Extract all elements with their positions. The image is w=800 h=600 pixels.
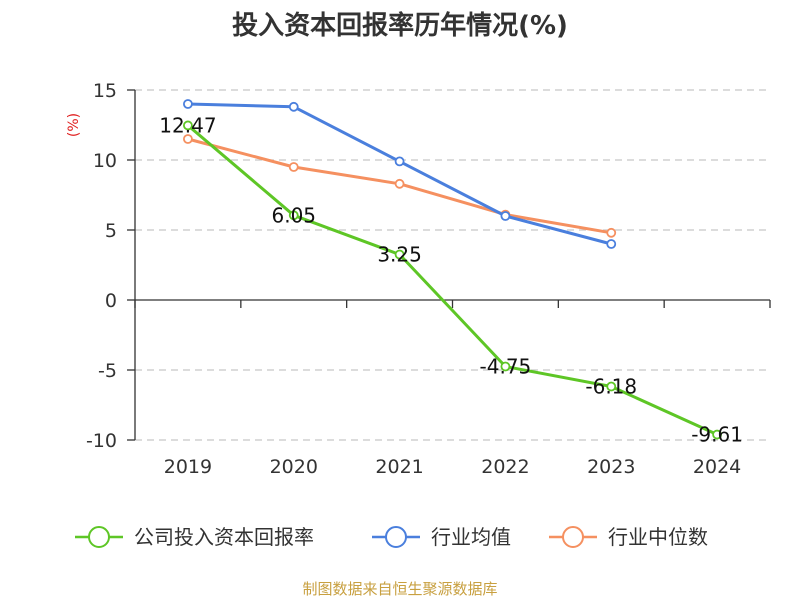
x-tick-label: 2022: [481, 456, 529, 478]
data-label: -9.61: [691, 423, 743, 447]
chart-title: 投入资本回报率历年情况(%): [232, 10, 568, 41]
legend-label: 行业中位数: [608, 525, 708, 549]
data-point: [712, 429, 722, 440]
grid-lines: [135, 89, 770, 441]
x-tick-label: 2024: [693, 456, 741, 478]
data-label: -4.75: [480, 355, 532, 379]
data-label: -6.18: [585, 375, 637, 399]
legend-label: 行业均值: [431, 525, 511, 549]
legend-marker: [385, 526, 407, 548]
data-label: 6.05: [271, 203, 316, 227]
data-point: [500, 211, 511, 221]
y-tick-labels: 15 10 5 0 -5 -10: [86, 80, 117, 452]
legend-marker: [562, 526, 584, 548]
data-point: [394, 178, 405, 189]
data-point: [288, 162, 299, 172]
x-tick-label: 2021: [375, 456, 423, 478]
x-tick-label: 2019: [164, 456, 212, 478]
source-note: 制图数据来自恒生聚源数据库: [302, 580, 497, 598]
axes: [127, 89, 771, 441]
x-tick-label: 2023: [587, 456, 635, 478]
data-point: [500, 361, 511, 372]
series-line: [186, 124, 718, 436]
legend: 公司投入资本回报率 行业均值 行业中位数: [75, 525, 708, 549]
data-label: 3.25: [377, 243, 422, 267]
legend-marker: [88, 526, 110, 548]
y-tick-label: -5: [98, 360, 117, 382]
data-point: [183, 120, 193, 131]
data-point: [606, 227, 617, 238]
y-tick-label: 0: [105, 290, 117, 312]
data-point: [394, 156, 405, 167]
data-labels: 12.47 6.05 3.25 -4.75 -6.18 -9.61: [159, 113, 743, 446]
y-tick-label: -10: [86, 430, 117, 452]
y-tick-label: 15: [93, 80, 117, 102]
series: [183, 99, 722, 440]
x-tick-labels: 2019 2020 2021 2022 2023 2024: [164, 456, 742, 478]
data-point: [606, 239, 617, 249]
data-point: [183, 134, 193, 144]
data-point: [394, 249, 405, 260]
x-tick-label: 2020: [270, 456, 318, 478]
data-point: [606, 381, 617, 392]
y-axis-unit: (%): [66, 113, 82, 137]
data-point: [183, 99, 193, 109]
legend-label: 公司投入资本回报率: [134, 525, 314, 549]
data-label: 12.47: [159, 113, 216, 137]
y-tick-label: 10: [93, 150, 117, 172]
data-point: [288, 101, 299, 112]
y-tick-label: 5: [105, 220, 117, 242]
data-point: [288, 210, 299, 221]
